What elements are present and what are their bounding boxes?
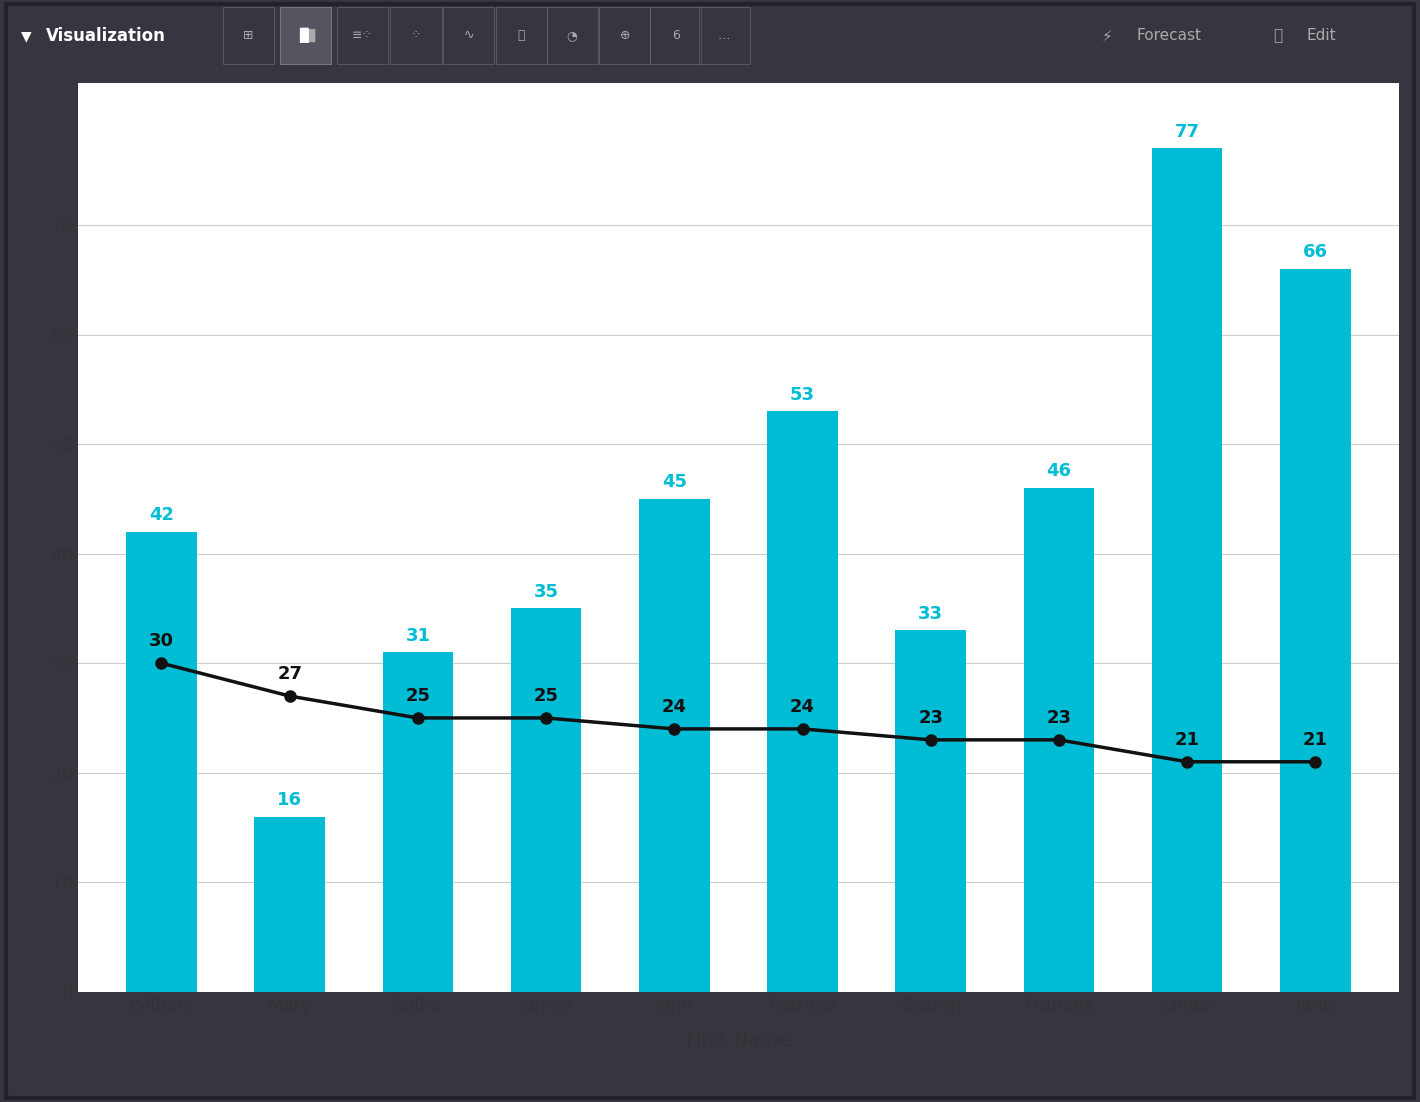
Bar	[1279, 269, 1350, 992]
Text: 33: 33	[919, 605, 943, 623]
Bar	[391, 8, 442, 64]
Bar	[496, 8, 547, 64]
Bar	[443, 8, 494, 64]
Bar	[337, 8, 388, 64]
Text: ⊕: ⊕	[619, 30, 630, 42]
X-axis label: First Name: First Name	[686, 1031, 791, 1050]
Bar	[599, 8, 650, 64]
Bar	[382, 652, 453, 992]
Bar	[280, 8, 331, 64]
Text: 45: 45	[662, 473, 687, 491]
Text: ⊞: ⊞	[243, 30, 254, 42]
Text: 27: 27	[277, 665, 302, 683]
Text: …: …	[719, 30, 730, 42]
Text: 53: 53	[790, 386, 815, 403]
Bar	[639, 499, 710, 992]
Text: 6: 6	[672, 30, 680, 42]
Bar	[547, 8, 598, 64]
Text: 25: 25	[534, 687, 558, 705]
Text: 🔧: 🔧	[1274, 29, 1282, 43]
Bar	[254, 817, 325, 992]
Text: Forecast: Forecast	[1136, 29, 1201, 43]
Text: 23: 23	[919, 709, 943, 726]
Text: 66: 66	[1304, 244, 1328, 261]
Bar	[223, 8, 274, 64]
Text: 42: 42	[149, 506, 173, 525]
Bar	[511, 608, 581, 992]
Text: 77: 77	[1174, 122, 1200, 141]
Text: ▼: ▼	[21, 29, 31, 43]
Text: ⛰: ⛰	[517, 30, 525, 42]
Text: 46: 46	[1047, 462, 1072, 480]
Text: Edit: Edit	[1306, 29, 1336, 43]
Text: ▐█: ▐█	[295, 29, 315, 43]
Text: ◔: ◔	[567, 30, 578, 42]
Text: ≡⁘: ≡⁘	[352, 30, 372, 42]
Text: 23: 23	[1047, 709, 1072, 726]
Text: ▊: ▊	[300, 29, 311, 43]
Bar	[767, 411, 838, 992]
Text: 30: 30	[149, 633, 173, 650]
Text: 16: 16	[277, 791, 302, 809]
Bar	[1152, 149, 1223, 992]
Text: 21: 21	[1304, 731, 1328, 748]
Text: 21: 21	[1174, 731, 1200, 748]
Bar	[650, 8, 701, 64]
Text: 24: 24	[790, 698, 815, 716]
Bar	[896, 630, 966, 992]
Text: 31: 31	[405, 627, 430, 645]
Text: ⚡: ⚡	[1102, 29, 1113, 43]
Text: ∿: ∿	[463, 30, 474, 42]
Text: 35: 35	[534, 583, 558, 601]
Text: 25: 25	[405, 687, 430, 705]
Bar	[126, 532, 197, 992]
Bar	[699, 8, 750, 64]
Bar	[1024, 488, 1095, 992]
Text: Visualization: Visualization	[45, 26, 165, 45]
Bar	[280, 8, 331, 64]
Text: ⁘: ⁘	[410, 30, 422, 42]
Text: 24: 24	[662, 698, 687, 716]
